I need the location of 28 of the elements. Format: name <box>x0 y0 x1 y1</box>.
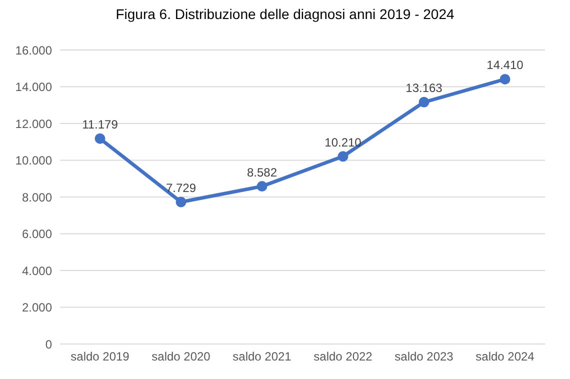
x-tick-label: saldo 2020 <box>152 350 211 364</box>
chart-title: Figura 6. Distribuzione delle diagnosi anni 2019 - 2024 <box>114 6 456 22</box>
y-tick-label: 8.000 <box>22 190 52 204</box>
data-label: 14.410 <box>486 58 524 72</box>
x-tick-label: saldo 2023 <box>394 350 454 364</box>
x-tick-label: saldo 2024 <box>476 350 535 364</box>
point <box>94 133 106 144</box>
point <box>418 96 430 108</box>
data-label: 13.163 <box>406 81 443 96</box>
y-tick-label: 2.000 <box>22 300 52 315</box>
data-label: 10.210 <box>324 135 362 150</box>
data-label: 11.179 <box>82 118 118 132</box>
data-label: 7.729 <box>166 180 196 195</box>
y-tick-label: 12.000 <box>15 116 52 131</box>
x-tick-label: saldo 2022 <box>314 350 373 364</box>
point <box>256 181 268 192</box>
y-tick-label: 4.000 <box>22 264 52 278</box>
x-tick-label: saldo 2021 <box>232 350 292 364</box>
point <box>338 151 348 162</box>
y-tick-label: 10.000 <box>15 154 52 168</box>
y-tick-label: 14.000 <box>15 80 52 94</box>
y-tick-label: 6.000 <box>22 227 52 242</box>
point <box>500 74 510 84</box>
data-label: 8.582 <box>246 165 278 180</box>
x-tick-label: saldo 2019 <box>70 350 130 364</box>
y-tick-label: 16.000 <box>15 43 52 58</box>
y-tick-label: 0 <box>45 337 52 352</box>
point <box>176 196 186 208</box>
